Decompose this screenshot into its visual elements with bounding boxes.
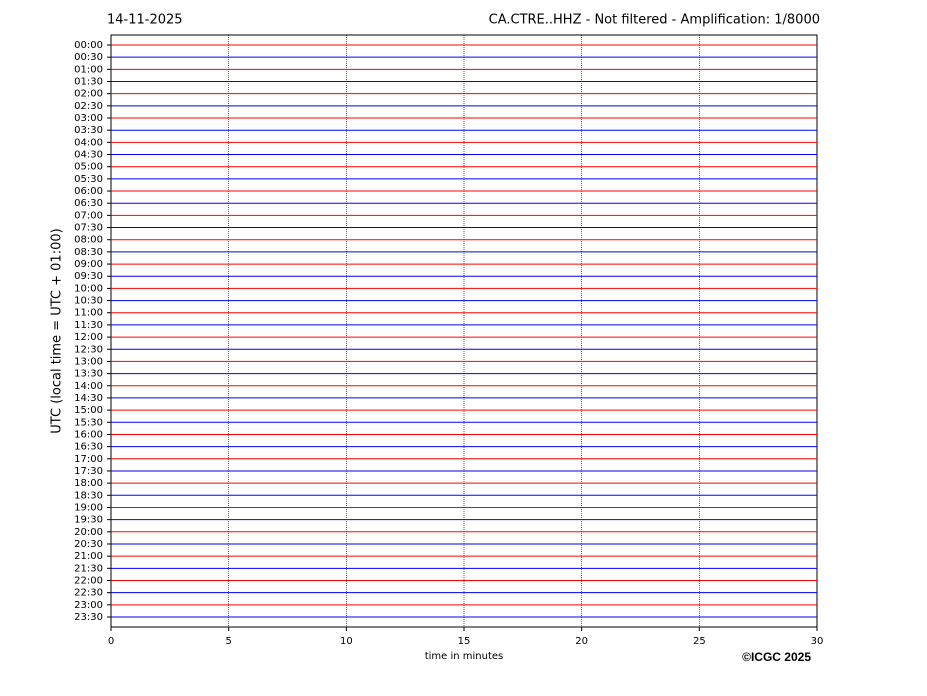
- y-tick-label: 10:00: [74, 283, 103, 294]
- y-tick-label: 05:00: [74, 162, 103, 173]
- x-axis-label: time in minutes: [425, 651, 504, 662]
- y-tick-label: 04:30: [74, 150, 103, 161]
- x-tick-label: 10: [340, 636, 353, 647]
- y-tick-label: 14:00: [74, 381, 103, 392]
- y-tick-label: 17:00: [74, 454, 103, 465]
- y-tick-label: 21:00: [74, 551, 103, 562]
- y-tick-label: 07:30: [74, 223, 103, 234]
- y-tick-label: 08:30: [74, 247, 103, 258]
- y-tick-label: 22:30: [74, 588, 103, 599]
- y-tick-label: 18:30: [74, 490, 103, 501]
- x-tick-label: 25: [693, 636, 706, 647]
- y-tick-label: 12:00: [74, 332, 103, 343]
- y-tick-label: 12:30: [74, 344, 103, 355]
- y-tick-label: 13:00: [74, 356, 103, 367]
- y-tick-label: 18:00: [74, 478, 103, 489]
- y-axis-label: UTC (local time = UTC + 01:00): [50, 228, 65, 433]
- y-tick-label: 11:00: [74, 308, 103, 319]
- y-tick-label: 23:30: [74, 612, 103, 623]
- y-tick-label: 19:30: [74, 515, 103, 526]
- y-tick-label: 01:30: [74, 77, 103, 88]
- y-tick-label: 00:30: [74, 52, 103, 63]
- date: 14-11-2025: [107, 13, 183, 28]
- y-tick-label: 06:30: [74, 198, 103, 209]
- y-tick-label: 23:00: [74, 600, 103, 611]
- y-tick-label: 08:00: [74, 235, 103, 246]
- y-tick-label: 09:00: [74, 259, 103, 270]
- y-tick-label: 02:30: [74, 101, 103, 112]
- y-tick-label: 04:00: [74, 137, 103, 148]
- y-tick-label: 03:00: [74, 113, 103, 124]
- copyright: ©ICGC 2025: [742, 650, 811, 664]
- y-tick-label: 05:30: [74, 174, 103, 185]
- y-tick-label: 20:00: [74, 527, 103, 538]
- y-tick-label: 16:30: [74, 442, 103, 453]
- y-tick-label: 19:00: [74, 502, 103, 513]
- y-tick-label: 02:00: [74, 89, 103, 100]
- chart-title: CA.CTRE..HHZ - Not filtered - Amplificat…: [489, 13, 820, 28]
- x-tick-label: 15: [458, 636, 471, 647]
- y-tick-label: 06:00: [74, 186, 103, 197]
- y-tick-label: 14:30: [74, 393, 103, 404]
- y-tick-label: 09:30: [74, 271, 103, 282]
- x-tick-label: 5: [225, 636, 231, 647]
- y-tick-label: 22:00: [74, 575, 103, 586]
- y-tick-label: 20:30: [74, 539, 103, 550]
- y-tick-label: 01:00: [74, 64, 103, 75]
- y-tick-label: 15:30: [74, 417, 103, 428]
- y-tick-label: 15:00: [74, 405, 103, 416]
- y-tick-label: 03:30: [74, 125, 103, 136]
- y-tick-label: 16:00: [74, 429, 103, 440]
- y-tick-label: 00:00: [74, 40, 103, 51]
- y-tick-label: 11:30: [74, 320, 103, 331]
- y-tick-label: 13:30: [74, 369, 103, 380]
- y-tick-label: 17:30: [74, 466, 103, 477]
- y-tick-label: 21:30: [74, 563, 103, 574]
- y-tick-label: 10:30: [74, 296, 103, 307]
- x-tick-label: 0: [108, 636, 114, 647]
- y-tick-label: 07:00: [74, 210, 103, 221]
- x-tick-label: 30: [811, 636, 824, 647]
- x-tick-label: 20: [575, 636, 588, 647]
